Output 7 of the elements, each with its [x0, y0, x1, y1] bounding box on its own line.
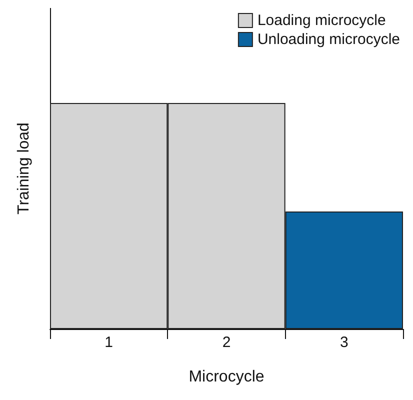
y-axis-title: Training load: [16, 122, 32, 214]
legend-label: Unloading microcycle: [257, 31, 400, 48]
legend-label: Loading microcycle: [257, 12, 386, 29]
x-tick-label: 1: [104, 334, 114, 351]
x-axis-title: Microcycle: [188, 368, 264, 386]
x-tick-label: 3: [340, 334, 348, 351]
x-tick-label: 2: [222, 334, 231, 351]
